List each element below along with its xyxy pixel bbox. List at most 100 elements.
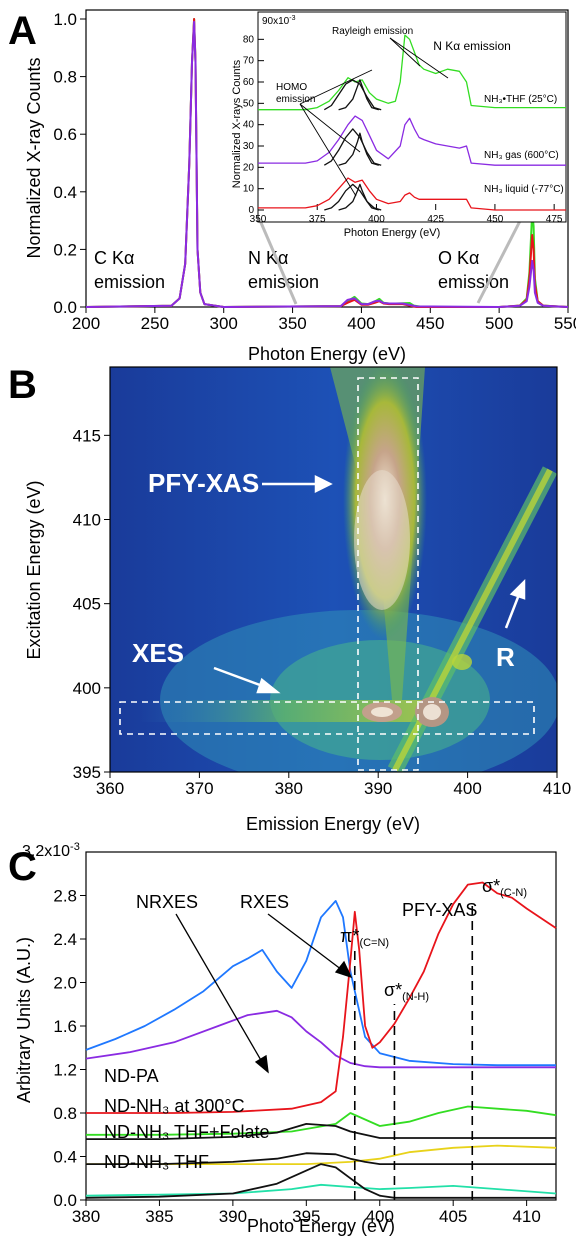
y-tick-label: 395 — [73, 763, 101, 782]
r-label: R — [496, 642, 515, 672]
series-line-green — [86, 1105, 557, 1136]
legend-nh3-gas: NH₃ gas (600°C) — [484, 150, 559, 161]
trace-label-nd-pa: ND-PA — [104, 1066, 159, 1086]
series-line-red — [258, 177, 566, 211]
x-tick-label: 360 — [96, 779, 124, 798]
y-tick-label: 0.0 — [53, 1191, 77, 1210]
x-tick-label: 250 — [141, 314, 169, 333]
series-line-black — [323, 79, 382, 111]
panel-a-inset: 350 375 400 425 450 475 0 10 20 30 40 50 60 70 80 90x1… — [231, 11, 567, 239]
y-tick-label: 0.4 — [53, 183, 77, 202]
x-tick-label: 375 — [309, 214, 326, 225]
x-tick-label: 385 — [145, 1207, 173, 1226]
o-ka-label: O Kα — [438, 248, 479, 268]
x-tick-label: 395 — [292, 1207, 320, 1226]
y-tick-label: 80 — [243, 34, 255, 45]
x-tick-label: 350 — [250, 214, 267, 225]
trace-label-nd-nh3-300c: ND-NH₃ at 300°C — [104, 1096, 245, 1116]
series-line-black — [324, 183, 382, 211]
y-tick-label: 20 — [243, 162, 255, 173]
y-tick-label: 10 — [243, 184, 255, 195]
panel-c: C 380 385 390 395 400 405 410 0.0 0.4 0.8 1.2 1.6 2.… — [8, 841, 557, 1236]
zoom-guide-right — [476, 220, 522, 304]
homo-emission-label: emission — [276, 94, 315, 105]
y-tick-label: 1.2 — [53, 1061, 77, 1080]
panel-b-ylabel: Excitation Energy (eV) — [24, 480, 44, 659]
panel-c-y-multiplier: 3.2x10-3 — [22, 841, 80, 860]
x-tick-label: 400 — [366, 1207, 394, 1226]
y-tick-label: 2.0 — [53, 974, 77, 993]
y-tick-label: 2.8 — [53, 887, 77, 906]
panel-c-arrows — [175, 913, 353, 1074]
panel-a-axes: 2002503003504004505005500.00.20.40.60.81… — [53, 10, 576, 333]
panel-b-frame — [109, 366, 558, 773]
heatmap — [110, 367, 557, 772]
series-line-black — [85, 1163, 556, 1199]
panel-b-letter: B — [8, 363, 37, 407]
legend-nh3-thf: NH₃•THF (25°C) — [484, 94, 557, 105]
x-tick-label: 405 — [439, 1207, 467, 1226]
n-ka-emission-label: emission — [248, 272, 319, 292]
inset-y-multiplier: 90x10-3 — [262, 15, 296, 27]
series-line-purple — [258, 115, 566, 166]
sigma-cn-label: σ*(C-N) — [482, 876, 527, 899]
series-line-yellow — [86, 1144, 557, 1165]
panel-b-axes: 360 370 380 390 400 410 395 400 405 410 415 — [73, 426, 572, 798]
series-line-purple — [85, 20, 569, 308]
inset-xlabel: Photon Energy (eV) — [344, 227, 441, 239]
inset-axes: 350 375 400 425 450 475 0 10 20 30 40 50 60 70 80 — [243, 34, 563, 225]
inset-arrows — [299, 37, 449, 197]
xes-box — [119, 701, 535, 735]
x-tick-label: 450 — [416, 314, 444, 333]
trace-label-nd-nh3-thf: ND-NH₃ THF — [104, 1152, 209, 1172]
c-ka-emission-label: emission — [94, 272, 165, 292]
series-line-black — [323, 128, 382, 166]
pfy-xas-c-label: PFY-XAS — [402, 900, 477, 920]
y-tick-label: 0.4 — [53, 1148, 77, 1167]
y-tick-label: 405 — [73, 595, 101, 614]
x-tick-label: 300 — [210, 314, 238, 333]
panel-b-arrows — [213, 474, 526, 694]
x-tick-label: 200 — [72, 314, 100, 333]
series-line-black — [86, 1123, 556, 1140]
legend-nh3-liquid: NH₃ liquid (-77°C) — [484, 184, 564, 195]
series-line-purple — [85, 1009, 556, 1069]
series-line-blue — [85, 900, 556, 1067]
x-tick-label: 400 — [453, 779, 481, 798]
y-tick-label: 1.0 — [53, 10, 77, 29]
x-tick-label: 350 — [278, 314, 306, 333]
rayleigh-label: Rayleigh emission — [332, 26, 413, 37]
x-tick-label: 550 — [554, 314, 576, 333]
panel-c-ylabel: Arbitrary Units (A.U.) — [14, 937, 34, 1103]
y-tick-label: 410 — [73, 511, 101, 530]
c-ka-label: C Kα — [94, 248, 134, 268]
panel-c-frame — [85, 851, 557, 1201]
x-tick-label: 380 — [275, 779, 303, 798]
panel-b: B — [8, 363, 572, 834]
y-tick-label: 415 — [73, 426, 101, 445]
y-tick-label: 400 — [73, 679, 101, 698]
panel-b-xlabel: Emission Energy (eV) — [246, 814, 420, 834]
panel-c-resonance-lines — [353, 900, 474, 1200]
x-tick-label: 410 — [512, 1207, 540, 1226]
y-tick-label: 1.6 — [53, 1017, 77, 1036]
inset-series — [258, 34, 566, 211]
x-tick-label: 400 — [368, 214, 385, 225]
o-ka-emission-label: emission — [438, 272, 509, 292]
x-tick-label: 500 — [485, 314, 513, 333]
y-tick-label: 30 — [243, 141, 255, 152]
series-line-green — [258, 34, 566, 111]
panel-a-xlabel: Photon Energy (eV) — [248, 344, 406, 364]
x-tick-label: 475 — [546, 214, 563, 225]
x-tick-label: 400 — [347, 314, 375, 333]
y-tick-label: 60 — [243, 77, 255, 88]
sigma-nh-label: σ*(N-H) — [384, 980, 429, 1003]
x-tick-label: 410 — [543, 779, 571, 798]
rxes-label: RXES — [240, 892, 289, 912]
y-tick-label: 2.4 — [53, 930, 77, 949]
x-tick-label: 425 — [427, 214, 444, 225]
pi-cn-label: π*(C=N) — [340, 926, 389, 949]
n-ka-label: N Kα — [248, 248, 288, 268]
panel-c-axes: 380 385 390 395 400 405 410 0.0 0.4 0.8 1.2 1.6 2.0 2… — [53, 887, 540, 1227]
